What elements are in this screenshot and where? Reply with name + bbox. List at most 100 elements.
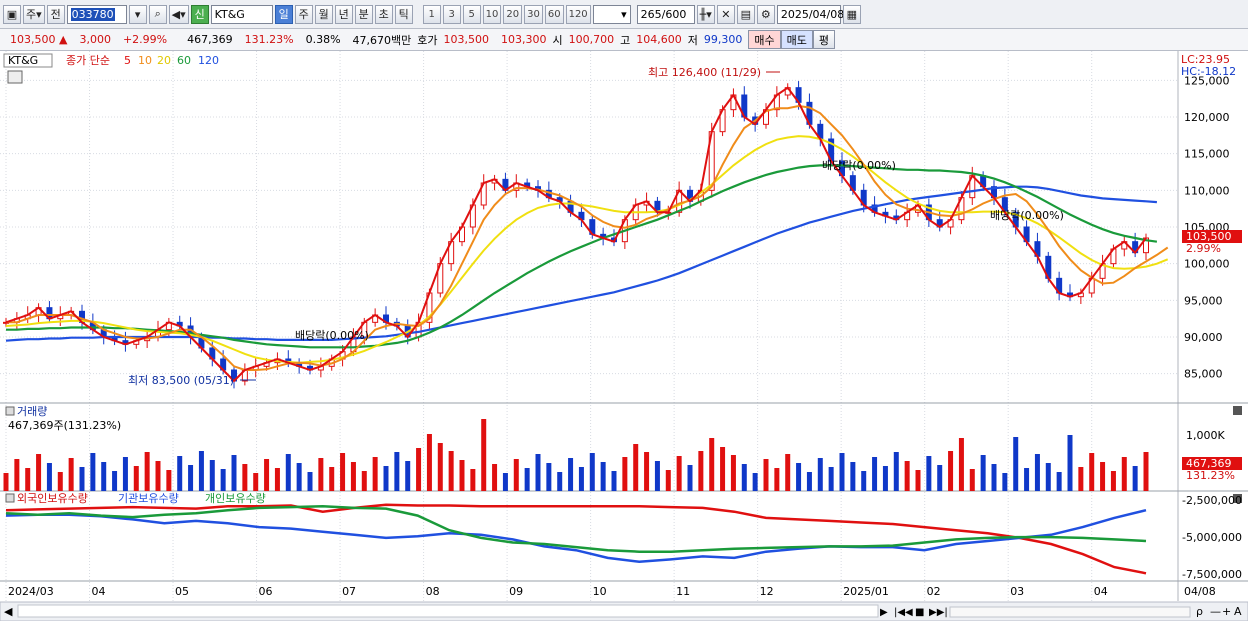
interval-60[interactable]: 60 (544, 4, 564, 24)
interval-1[interactable]: 1 (422, 4, 441, 24)
volume-bar (253, 473, 259, 491)
interval-10[interactable]: 10 (482, 4, 502, 24)
period-select[interactable]: 주 ▾ (23, 4, 45, 24)
buy-button[interactable]: 매수 (748, 30, 781, 49)
window-layout-icon[interactable]: ▣ (3, 4, 21, 24)
period-minute-tab[interactable]: 분 (354, 4, 373, 24)
period-week-tab[interactable]: 주 (294, 4, 313, 24)
search-icon[interactable]: ⌕ (148, 4, 167, 24)
holdings-individual-label: 개인보유수량 (205, 492, 266, 505)
interval-20[interactable]: 20 (503, 4, 523, 24)
sell-button[interactable]: 매도 (780, 30, 813, 49)
font-size-icon[interactable]: A (1234, 605, 1242, 618)
volume-bar (698, 451, 704, 491)
volume-bar (676, 456, 682, 491)
speaker-icon[interactable]: ◀▾ (168, 4, 189, 24)
zoom-minus-icon[interactable]: — (1210, 605, 1221, 618)
code-dropdown-icon[interactable]: ▾ (128, 4, 147, 24)
volume-bar (329, 467, 335, 491)
interval-120[interactable]: 120 (565, 4, 591, 24)
zoom-out-icon[interactable]: ρ (1196, 605, 1203, 618)
volume-panel-close-icon[interactable] (1233, 406, 1242, 415)
save-icon[interactable]: ▤ (736, 4, 755, 24)
volume-bar (1132, 466, 1138, 491)
volume-bar (144, 452, 150, 491)
price-tick-label: 115,000 (1184, 148, 1230, 161)
hc-label: HC:-18.12 (1181, 65, 1236, 78)
holdings-panel-close-icon[interactable] (1233, 494, 1242, 503)
volume-bar (828, 467, 834, 491)
volume-bar (133, 466, 139, 491)
volume-bar (340, 453, 346, 491)
period-year-tab[interactable]: 년 (334, 4, 353, 24)
candle-icon[interactable]: ╫▾ (696, 4, 715, 24)
volume-bar (383, 466, 389, 491)
volume-bar (1002, 473, 1008, 491)
volume-bar (644, 452, 650, 491)
period-day-tab[interactable]: 일 (274, 4, 293, 24)
scrollbar-thumb[interactable] (17, 604, 879, 618)
volume-bar (568, 458, 574, 491)
volume-bar (633, 444, 639, 491)
count-input[interactable]: 265/600 (636, 4, 695, 24)
period-second-tab[interactable]: 초 (374, 4, 393, 24)
date-input[interactable]: 2025/04/08 (776, 4, 844, 24)
last-page-icon[interactable]: ▶▶| (929, 607, 948, 618)
scroll-left-icon[interactable]: ◀ (4, 605, 13, 618)
volume-bar (958, 438, 964, 491)
settings-gear-icon[interactable]: ⚙ (756, 4, 775, 24)
volume-bar (90, 453, 96, 491)
institution-holdings-line (5, 508, 1147, 564)
price-tick-label: 95,000 (1184, 294, 1223, 307)
volume-pct-text: 131.23% (1186, 469, 1235, 482)
date-tick-label: 09 (509, 585, 523, 598)
crosshair-icon[interactable]: ✕ (716, 4, 735, 24)
volume-bar (502, 473, 508, 491)
volume-panel-icon[interactable] (5, 406, 15, 416)
price-tick-label: 110,000 (1184, 184, 1230, 197)
volume-bar (166, 470, 172, 491)
legend-ma20: 20 (157, 54, 171, 67)
volume-bar (3, 473, 9, 491)
volume-bar (654, 461, 660, 491)
interval-5[interactable]: 5 (462, 4, 481, 24)
volume-bar (589, 453, 595, 491)
credit-badge[interactable]: 신 (190, 4, 209, 24)
holdings-axis-3: -7,500,000 (1182, 568, 1242, 581)
scroll-right-icon[interactable]: ▶ (880, 607, 888, 618)
prev-button[interactable]: 전 (46, 4, 65, 24)
date-tick-label: 03 (1010, 585, 1024, 598)
bid-price-1: 103,500 (443, 33, 490, 46)
volume-bar (361, 471, 367, 491)
calendar-icon[interactable]: ▦ (842, 4, 861, 24)
interval-custom-input[interactable]: ▾ (592, 4, 631, 24)
volume-bar (68, 458, 74, 491)
code-input[interactable]: 033780 (66, 4, 127, 24)
volume-bar (665, 470, 671, 491)
lc-label: LC:23.95 (1181, 53, 1230, 66)
stock-name-field[interactable]: KT&G (210, 4, 273, 24)
zoom-plus-icon[interactable]: + (1222, 605, 1231, 618)
open-price: 100,700 (568, 33, 615, 46)
stop-icon[interactable]: ■ (915, 607, 924, 618)
stock-chart[interactable]: 125,000120,000115,000110,000105,000100,0… (0, 51, 1248, 621)
table-icon[interactable] (7, 70, 23, 84)
volume-bar (1143, 452, 1149, 491)
date-tick-label: 02 (927, 585, 941, 598)
volume-bar (426, 434, 432, 491)
zoom-slider[interactable] (949, 606, 1191, 618)
holdings-panel-icon[interactable] (5, 493, 15, 503)
first-page-icon[interactable]: |◀◀ (894, 607, 913, 618)
period-month-tab[interactable]: 월 (314, 4, 333, 24)
turnover-rate: 0.38% (305, 33, 341, 46)
period-tick-tab[interactable]: 틱 (394, 4, 413, 24)
volume-value: 467,369 (187, 33, 233, 46)
volume-value-label: 467,369주(131.23%) (8, 419, 121, 432)
volume-bar (25, 468, 31, 491)
price-tick-label: 90,000 (1184, 331, 1223, 344)
interval-30[interactable]: 30 (524, 4, 543, 24)
eval-button[interactable]: 평 (812, 30, 836, 49)
interval-3[interactable]: 3 (442, 4, 461, 24)
volume-bar (1045, 463, 1051, 491)
legend-ma60: 60 (177, 54, 191, 67)
